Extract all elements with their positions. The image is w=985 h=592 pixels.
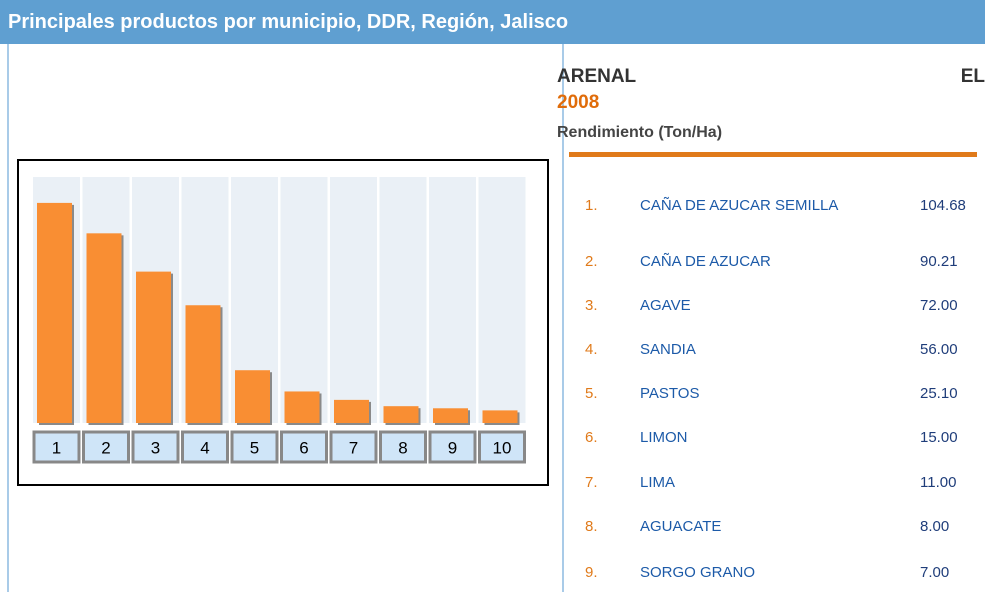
rank: 5.	[585, 384, 598, 402]
value: 56.00	[920, 340, 958, 358]
value: 11.00	[920, 473, 957, 491]
year: 2008	[557, 92, 600, 113]
column-bg	[478, 177, 526, 423]
label-box	[478, 430, 526, 464]
bar	[37, 202, 72, 423]
label-box	[131, 430, 180, 464]
column-bg	[330, 177, 377, 423]
value: 104.68	[920, 196, 966, 214]
panel-border	[562, 44, 564, 592]
label-box	[181, 430, 229, 464]
rank: 7.	[585, 473, 598, 491]
divider	[569, 152, 977, 157]
bar	[482, 410, 518, 423]
x-tick-label: 5	[250, 438, 259, 457]
x-tick-label: 2	[101, 438, 110, 457]
bar	[284, 391, 320, 423]
label-box	[428, 430, 477, 464]
product: SANDIA	[640, 340, 696, 358]
x-tick-label: 7	[349, 438, 358, 457]
value: 8.00	[920, 517, 950, 535]
rank: 8.	[585, 517, 598, 535]
chart: 1 2 3 4 5 6 7 8 9 10	[17, 159, 549, 486]
x-tick-label: 9	[448, 438, 457, 457]
product: SORGO GRANO	[640, 563, 756, 581]
product: PASTOS	[640, 384, 700, 402]
value: 15.00	[920, 428, 958, 446]
x-tick-label: 4	[200, 438, 209, 457]
value: 7.00	[920, 563, 950, 581]
rank: 4.	[585, 340, 598, 358]
rank: 1.	[585, 196, 598, 214]
municipio: EL	[960, 66, 985, 87]
column-bg	[429, 177, 476, 423]
bar	[136, 271, 171, 423]
label-box	[230, 430, 279, 464]
bar	[383, 406, 419, 423]
value: 90.21	[920, 252, 958, 270]
rank: 6.	[585, 428, 598, 446]
label-box	[379, 430, 427, 464]
x-tick-label: 10	[493, 438, 512, 457]
measure: Rendimiento (Ton/Ha)	[557, 124, 723, 141]
product: LIMON	[640, 428, 688, 446]
left-border	[7, 44, 9, 592]
product: AGAVE	[640, 296, 691, 314]
label-box	[280, 430, 328, 464]
label-box	[32, 430, 81, 464]
bar	[433, 408, 468, 423]
column-bg	[280, 177, 328, 423]
x-tick-label: 6	[299, 438, 308, 457]
bar	[334, 399, 369, 423]
product: CAÑA DE AZUCAR	[640, 252, 771, 270]
x-tick-label: 3	[151, 438, 160, 457]
product: LIMA	[640, 473, 676, 491]
product: CAÑA DE AZUCAR SEMILLA	[640, 196, 839, 214]
bar	[185, 305, 221, 423]
rank: 3.	[585, 296, 598, 314]
label-box	[82, 430, 130, 464]
label-box	[329, 430, 378, 464]
value: 25.10	[920, 384, 958, 402]
x-tick-label: 8	[398, 438, 407, 457]
column-bg	[379, 177, 427, 423]
municipio: ARENAL	[557, 66, 637, 87]
header-title: Principales productos por municipio, DDR…	[0, 0, 985, 44]
rank: 9.	[585, 563, 598, 581]
rank: 2.	[585, 252, 598, 270]
x-tick-label: 1	[52, 438, 61, 457]
bar	[86, 233, 122, 423]
product: AGUACATE	[640, 517, 722, 535]
bar	[235, 370, 270, 423]
value: 72.00	[920, 296, 958, 314]
